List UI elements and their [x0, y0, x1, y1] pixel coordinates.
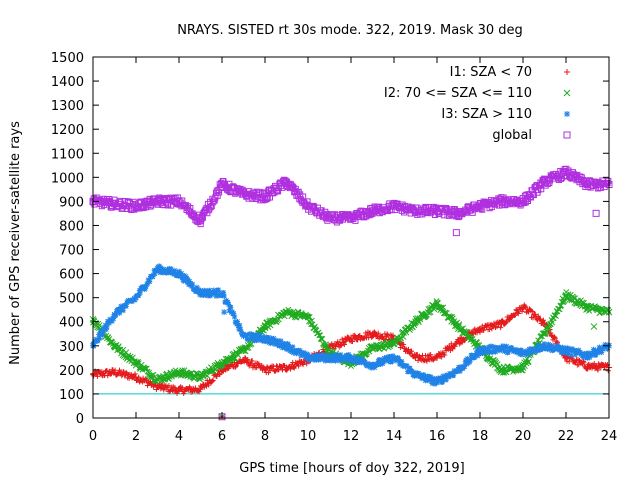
x-tick-label: 14 [386, 429, 403, 444]
y-tick-label: 900 [59, 195, 84, 210]
series-2 [90, 263, 612, 387]
legend-marker [564, 69, 570, 75]
x-tick-label: 4 [175, 429, 183, 444]
series-0 [90, 302, 612, 396]
x-tick-label: 8 [261, 429, 269, 444]
y-tick-label: 400 [59, 316, 84, 331]
y-tick-label: 1200 [51, 123, 84, 138]
outlier-point [221, 309, 228, 316]
x-tick-label: 12 [343, 429, 360, 444]
legend-label: I1: SZA < 70 [450, 65, 532, 80]
x-axis-label: GPS time [hours of doy 322, 2019] [239, 461, 464, 476]
y-tick-label: 500 [59, 292, 84, 307]
y-tick-label: 1500 [51, 51, 84, 66]
y-axis-label: Number of GPS receiver-satellite rays [8, 121, 23, 365]
series-2-trace [90, 263, 611, 387]
x-tick-label: 16 [429, 429, 446, 444]
x-tick-label: 2 [132, 429, 140, 444]
x-tick-label: 22 [558, 429, 575, 444]
y-tick-label: 300 [59, 340, 84, 355]
legend-marker [563, 131, 571, 139]
x-tick-label: 10 [300, 429, 317, 444]
legend-label: global [492, 128, 532, 143]
outlier-point [452, 229, 460, 237]
y-tick-label: 1100 [51, 147, 84, 162]
y-tick-label: 1000 [51, 171, 84, 186]
legend-marker [563, 89, 571, 97]
series-group [89, 165, 613, 421]
y-tick-label: 1400 [51, 75, 84, 90]
series-3-trace [89, 165, 612, 228]
outlier-point [590, 323, 598, 330]
y-tick-label: 0 [76, 412, 84, 427]
x-tick-label: 0 [89, 429, 97, 444]
axes-group: 0100200300400500600700800900100011001200… [51, 51, 617, 444]
x-tick-label: 6 [218, 429, 226, 444]
legend-label: I3: SZA > 110 [441, 107, 532, 122]
x-tick-label: 20 [515, 429, 532, 444]
x-tick-label: 24 [601, 429, 618, 444]
legend-label: I2: 70 <= SZA <= 110 [384, 86, 532, 101]
chart-title: NRAYS. SISTED rt 30s mode. 322, 2019. Ma… [177, 23, 523, 38]
y-tick-label: 600 [59, 268, 84, 283]
y-tick-label: 800 [59, 219, 84, 234]
legend: I1: SZA < 70 I2: 70 <= SZA <= 110 I3: SZA … [384, 65, 571, 143]
series-3 [89, 165, 613, 228]
y-tick-label: 700 [59, 244, 84, 259]
y-tick-label: 1300 [51, 99, 84, 114]
y-tick-label: 200 [59, 364, 84, 379]
legend-marker [564, 111, 570, 117]
y-tick-label: 100 [59, 388, 84, 403]
outlier-point [592, 209, 600, 217]
x-tick-label: 18 [472, 429, 489, 444]
